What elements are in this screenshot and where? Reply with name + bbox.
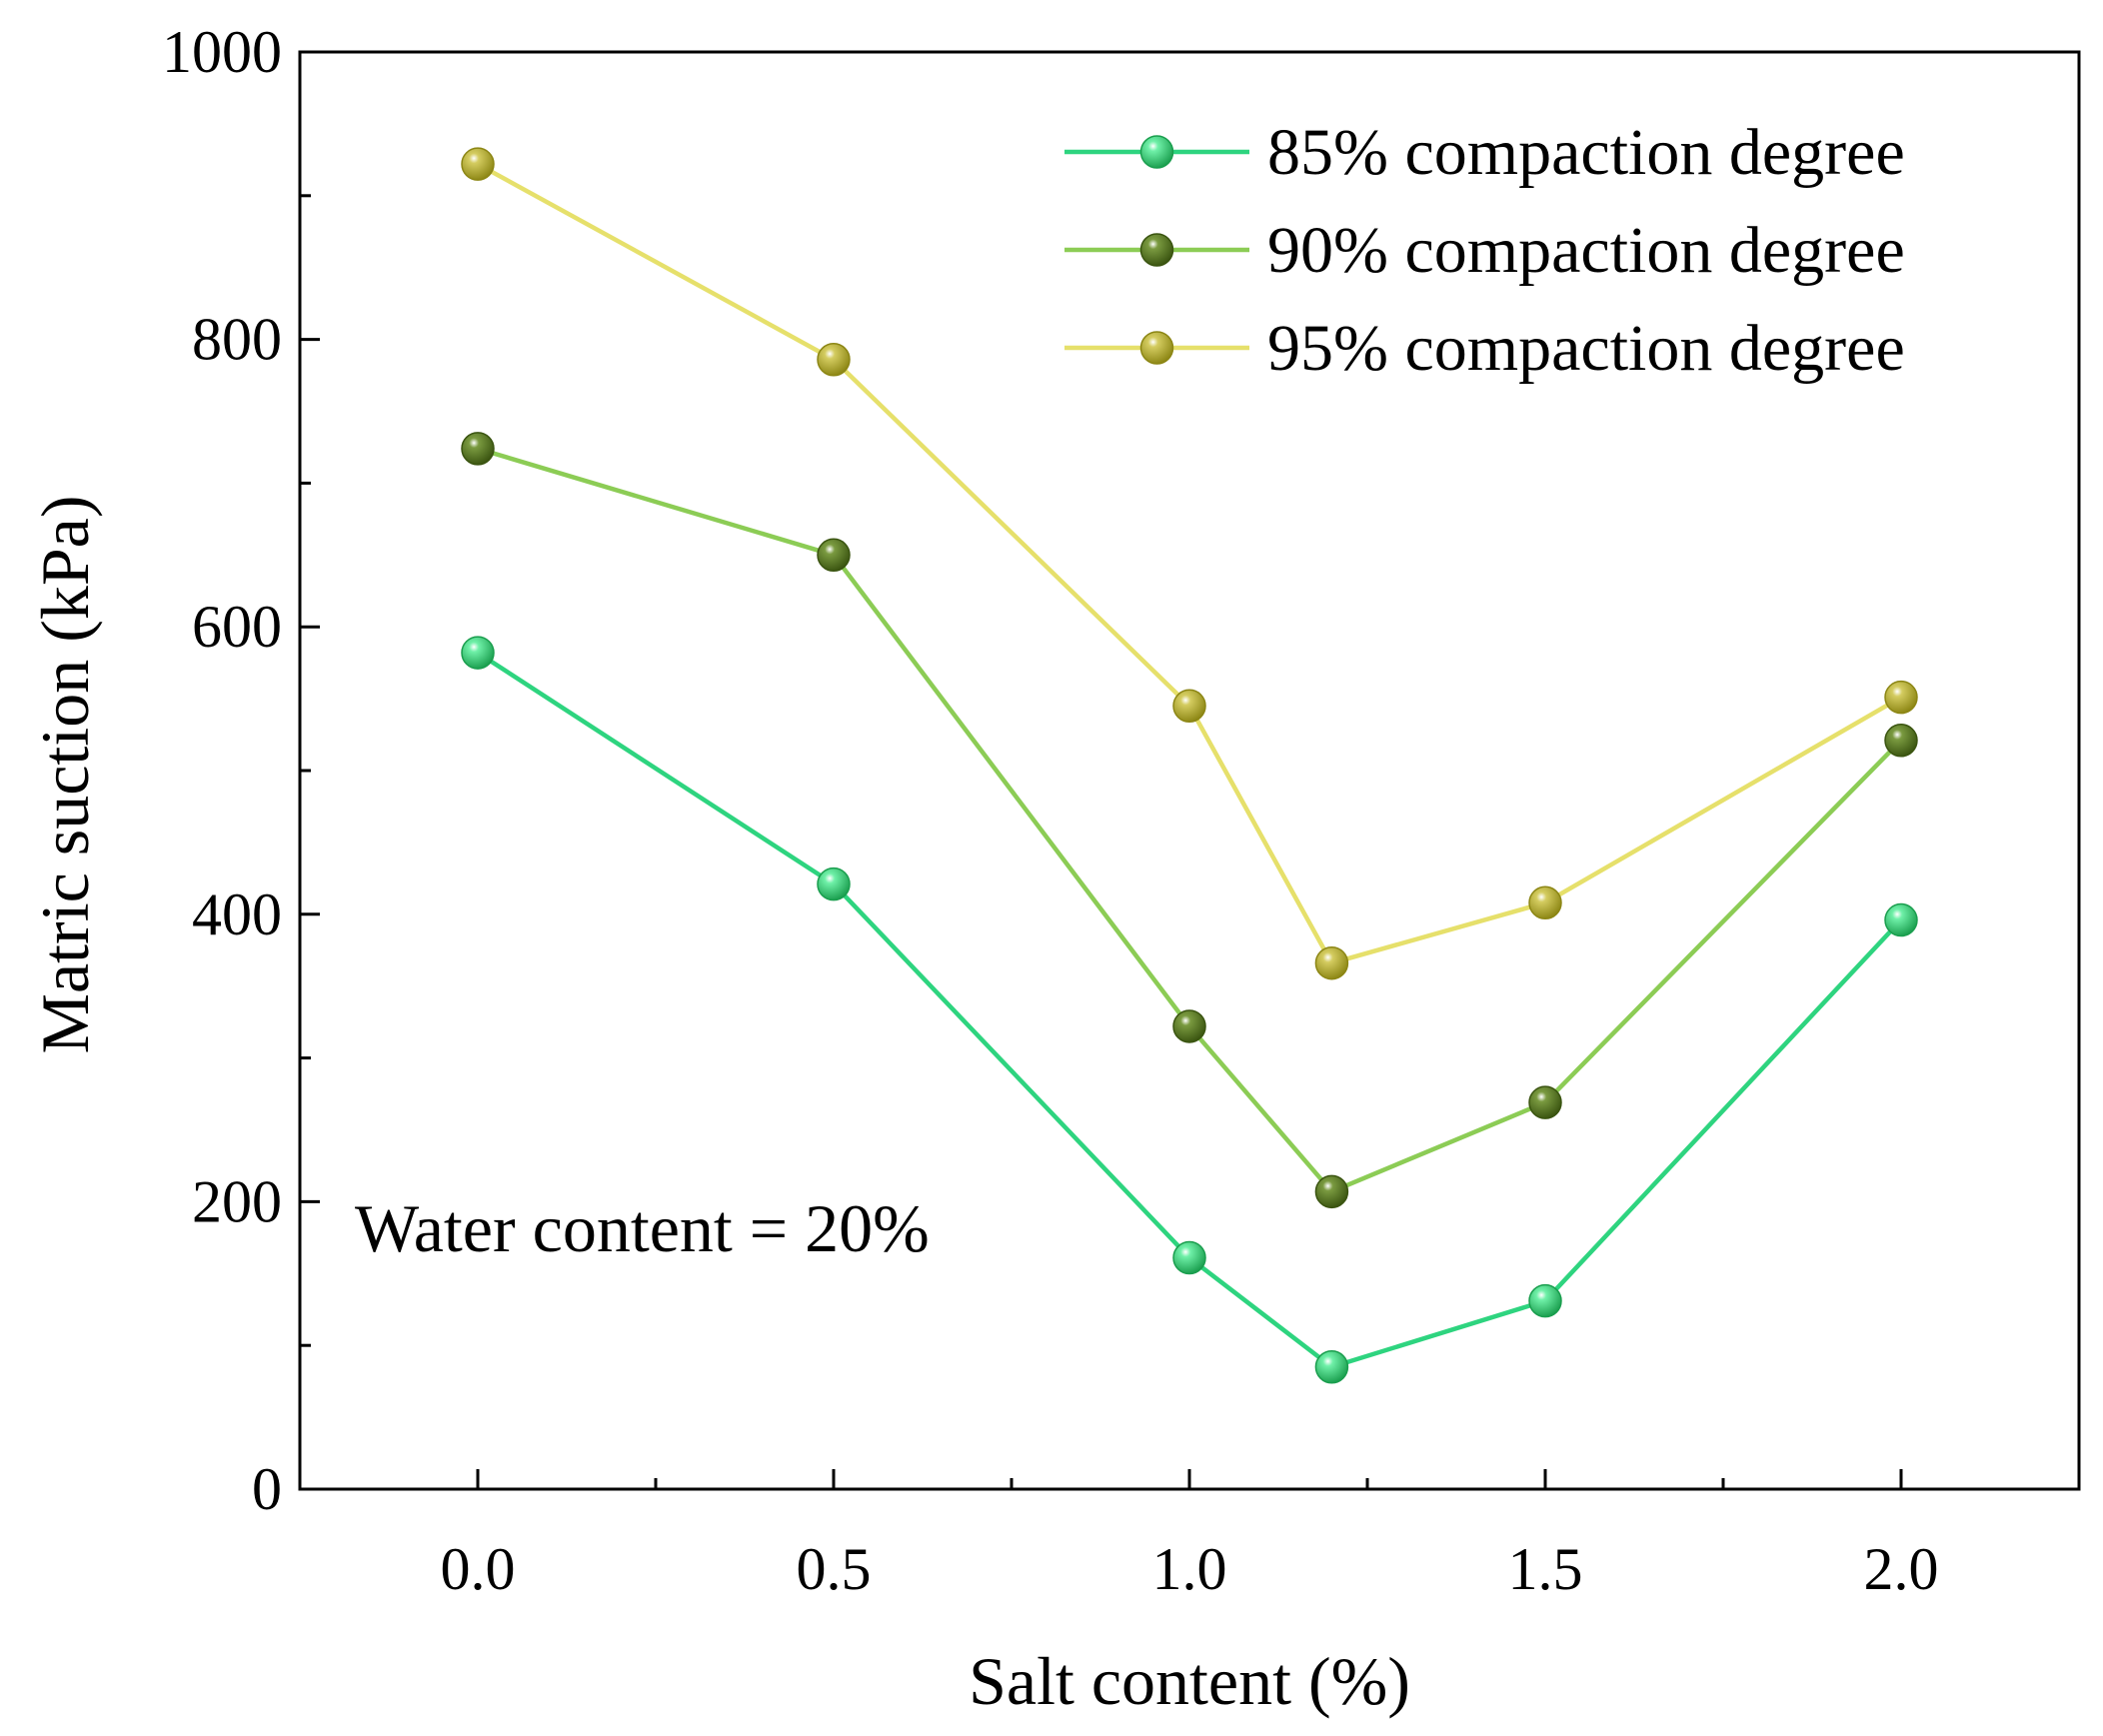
y-tick-label: 400	[192, 881, 282, 947]
data-point-series-2	[1314, 1174, 1349, 1209]
data-point-series-3	[1528, 885, 1562, 920]
data-point-series-2	[817, 538, 851, 573]
data-point-series-1	[1314, 1350, 1349, 1384]
y-tick-label: 200	[192, 1168, 282, 1234]
data-point-series-3	[1884, 680, 1918, 715]
legend-item-1: 85% compaction degree	[1064, 116, 1905, 189]
data-point-series-1	[1172, 1240, 1206, 1275]
data-point-series-3	[817, 342, 851, 377]
legend-marker	[1139, 233, 1174, 267]
x-axis: 0.0 0.5 1.0 1.5 2.0	[441, 1469, 1939, 1602]
data-point-series-1	[1528, 1283, 1562, 1318]
y-axis-title: Matric suction (kPa)	[27, 496, 103, 1054]
series-line-1	[476, 651, 1903, 1370]
legend-label: 90% compaction degree	[1267, 214, 1905, 287]
data-point-series-2	[1528, 1085, 1562, 1119]
data-point-series-1	[1884, 902, 1918, 937]
data-point-series-3	[461, 147, 495, 181]
legend-label: 95% compaction degree	[1267, 312, 1905, 385]
series-lines	[476, 162, 1903, 1370]
x-tick-label: 1.5	[1508, 1536, 1583, 1602]
legend: 85% compaction degree 90% compaction degr…	[1064, 116, 1905, 385]
legend-marker	[1139, 135, 1174, 169]
y-tick-label: 1000	[162, 19, 282, 85]
data-point-series-3	[1172, 689, 1206, 724]
data-point-series-1	[817, 867, 851, 901]
data-point-series-1	[461, 636, 495, 670]
x-tick-label: 0.5	[797, 1536, 872, 1602]
data-point-series-3	[1314, 945, 1349, 980]
series-line-2	[477, 446, 1903, 1194]
series-line-3	[476, 162, 1903, 965]
x-tick-label: 1.0	[1152, 1536, 1227, 1602]
data-point-series-2	[1172, 1009, 1206, 1043]
data-point-series-2	[461, 432, 495, 466]
legend-marker	[1139, 331, 1174, 365]
data-point-series-2	[1884, 724, 1918, 758]
series-markers	[461, 147, 1918, 1384]
y-tick-label: 800	[192, 307, 282, 373]
water-content-annotation: Water content = 20%	[355, 1190, 930, 1266]
legend-item-3: 95% compaction degree	[1064, 312, 1905, 385]
y-tick-label: 0	[252, 1456, 282, 1522]
y-axis: 0 200 400 600 800 1000	[162, 19, 320, 1522]
y-tick-label: 600	[192, 594, 282, 660]
plot-area: 0 200 400 600 800 1000 0.0 0.5 1.0 1.5 2.0	[162, 19, 2081, 1602]
legend-label: 85% compaction degree	[1267, 116, 1905, 189]
x-tick-label: 0.0	[441, 1536, 516, 1602]
legend-item-2: 90% compaction degree	[1064, 214, 1905, 287]
x-axis-title: Salt content (%)	[969, 1643, 1410, 1719]
x-tick-label: 2.0	[1864, 1536, 1939, 1602]
